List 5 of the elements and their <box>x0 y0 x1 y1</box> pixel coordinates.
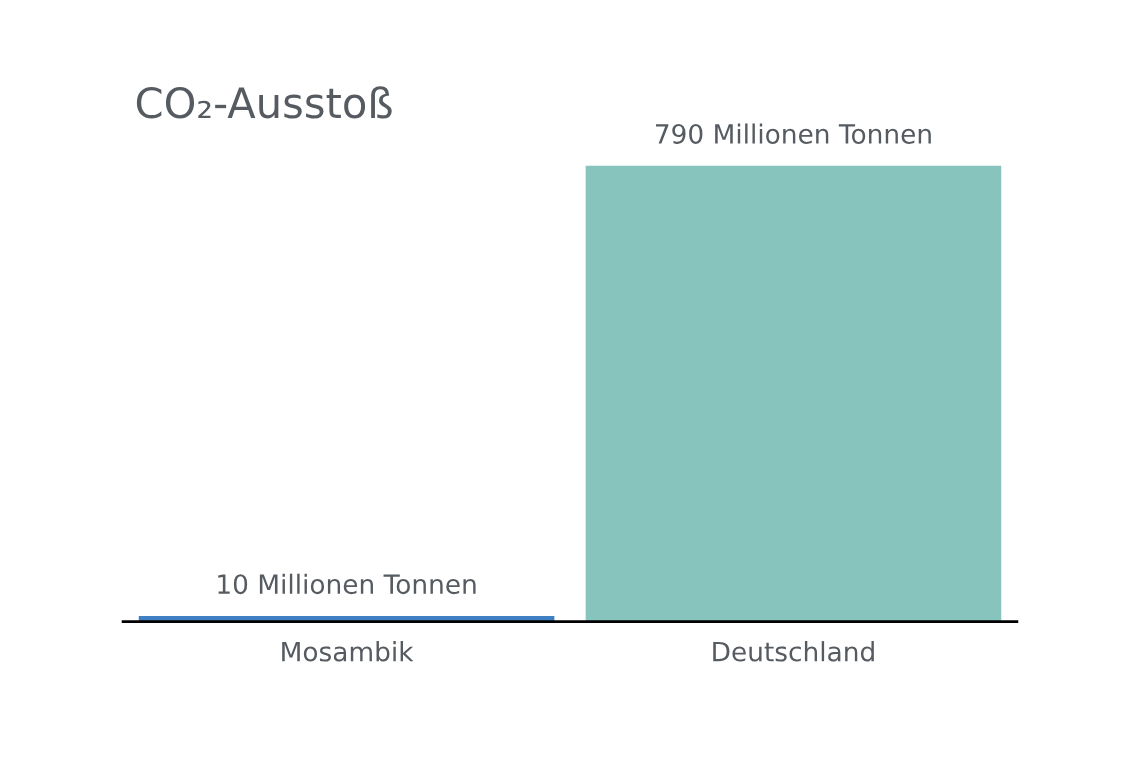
chart-title: CO₂-Ausstoß <box>136 86 392 119</box>
x-tick-label: Deutschland <box>713 641 874 662</box>
x-tick-label: Mosambik <box>282 641 414 662</box>
data-label: 790 Millionen Tonnen <box>655 123 931 144</box>
data-label: 10 Millionen Tonnen <box>218 573 476 595</box>
